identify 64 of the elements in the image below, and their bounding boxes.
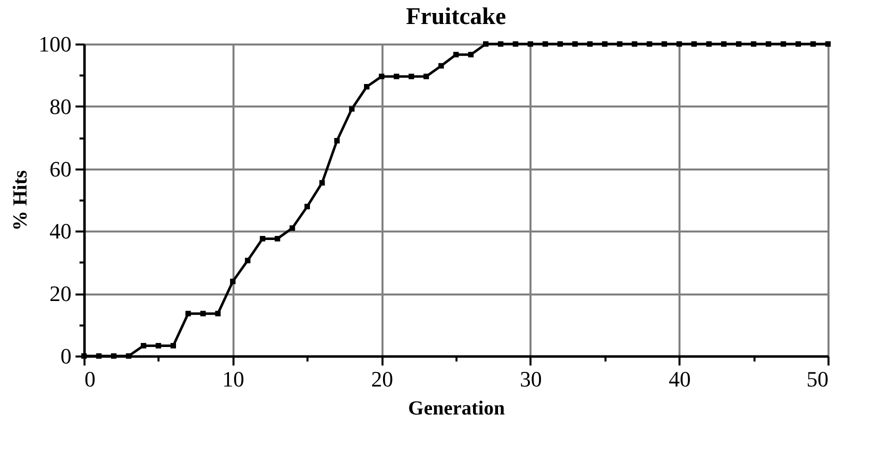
point bbox=[200, 310, 206, 316]
point bbox=[319, 180, 325, 186]
point bbox=[810, 41, 816, 47]
point bbox=[616, 41, 622, 47]
point bbox=[334, 138, 340, 144]
point bbox=[796, 41, 801, 47]
point bbox=[483, 41, 488, 47]
point bbox=[349, 106, 355, 112]
point bbox=[498, 41, 504, 47]
point bbox=[244, 258, 250, 264]
x-tick-label: 50 bbox=[806, 366, 828, 392]
point bbox=[528, 41, 534, 47]
point bbox=[304, 204, 310, 210]
x-tick-label: 0 bbox=[84, 366, 96, 392]
point bbox=[230, 278, 236, 284]
point bbox=[424, 74, 429, 80]
point bbox=[750, 41, 756, 47]
point bbox=[736, 41, 742, 47]
x-tick-label: 20 bbox=[371, 366, 394, 392]
point bbox=[572, 41, 578, 47]
point bbox=[646, 41, 652, 47]
point bbox=[260, 236, 266, 242]
y-tick-label: 80 bbox=[50, 94, 72, 119]
point bbox=[602, 41, 608, 47]
y-tick-label: 40 bbox=[50, 218, 72, 244]
x-tick-label: 10 bbox=[222, 366, 244, 392]
point bbox=[408, 74, 414, 80]
point bbox=[378, 74, 384, 80]
point bbox=[438, 63, 444, 69]
point bbox=[290, 225, 296, 231]
point bbox=[706, 41, 712, 47]
point bbox=[766, 41, 772, 47]
point bbox=[780, 41, 786, 47]
chart-title: Fruitcake bbox=[406, 4, 506, 30]
point bbox=[364, 84, 370, 90]
point bbox=[542, 41, 548, 47]
point bbox=[468, 52, 474, 58]
point bbox=[215, 310, 221, 316]
point bbox=[632, 41, 638, 47]
point bbox=[126, 353, 132, 359]
point bbox=[557, 41, 563, 47]
point bbox=[512, 41, 518, 47]
point bbox=[185, 310, 191, 316]
point bbox=[170, 342, 176, 348]
point bbox=[676, 41, 682, 47]
point bbox=[394, 74, 400, 80]
point bbox=[587, 41, 593, 47]
point bbox=[96, 353, 102, 359]
y-tick-label: 100 bbox=[38, 32, 72, 56]
y-axis-title: % Hits bbox=[10, 170, 32, 231]
x-tick-label: 40 bbox=[668, 366, 691, 392]
point bbox=[662, 41, 668, 47]
y-tick-label: 20 bbox=[50, 281, 72, 306]
point bbox=[274, 236, 280, 242]
point bbox=[111, 353, 116, 359]
point bbox=[140, 342, 146, 348]
y-tick-label: 0 bbox=[60, 344, 72, 368]
point bbox=[453, 52, 459, 58]
point bbox=[721, 41, 727, 47]
point bbox=[691, 41, 697, 47]
x-axis-title: Generation bbox=[408, 398, 505, 420]
point bbox=[156, 342, 162, 348]
y-tick-label: 60 bbox=[50, 156, 72, 182]
x-tick-label: 30 bbox=[520, 366, 542, 392]
